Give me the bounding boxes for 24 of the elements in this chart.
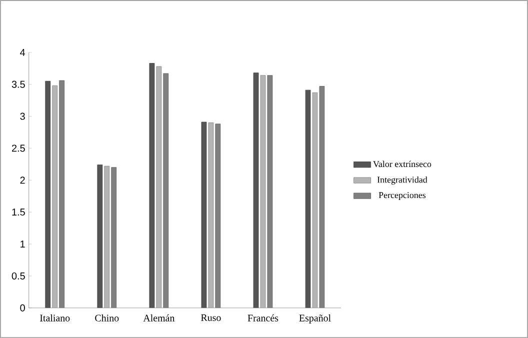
bar <box>305 90 311 308</box>
y-tick-label: 0.5 <box>12 272 25 280</box>
bar <box>45 80 51 308</box>
legend-label: Integratividad <box>377 176 428 185</box>
legend-label: Valor extrínseco <box>373 160 432 168</box>
bar <box>201 122 207 308</box>
x-tick-label: Francés <box>248 314 278 322</box>
x-tick-label: Italiano <box>40 314 70 322</box>
legend-label: Percepciones <box>378 192 426 200</box>
x-tick-label: Ruso <box>200 314 221 321</box>
y-tick-label: 4 <box>20 48 26 56</box>
x-tick-label: Chino <box>95 314 119 322</box>
bar <box>149 62 155 308</box>
y-tick-label: 3 <box>20 112 25 120</box>
y-tick-label: 1.5 <box>12 208 25 216</box>
x-tick-label: Español <box>299 314 331 324</box>
bar <box>97 164 103 308</box>
x-tick-label: Alemán <box>143 314 175 322</box>
y-tick-label: 3.5 <box>12 80 25 88</box>
y-tick-label: 0 <box>20 304 25 312</box>
y-tick-label: 1 <box>20 240 25 248</box>
y-tick-label: 2.5 <box>12 144 25 152</box>
y-tick-label: 2 <box>20 176 25 184</box>
bar <box>253 72 259 308</box>
